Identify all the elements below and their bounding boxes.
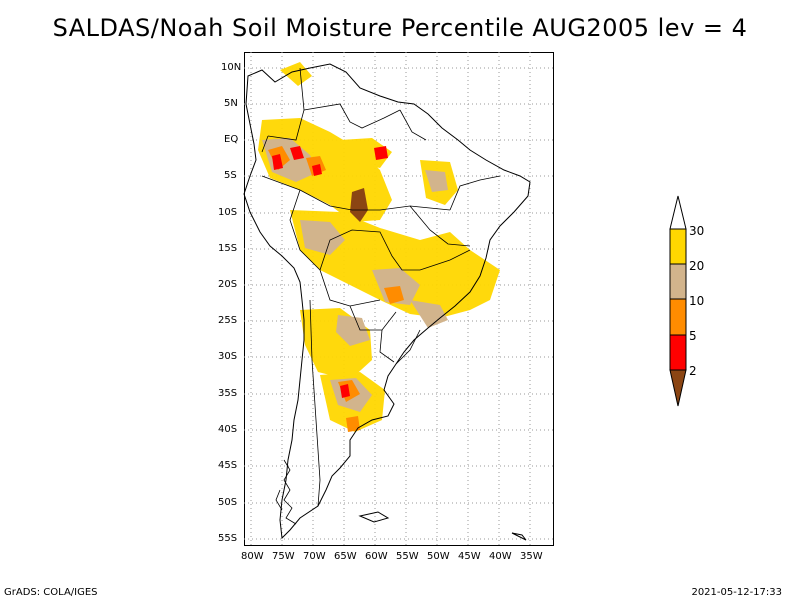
lon-tick-45w: 45W xyxy=(458,551,481,562)
lat-tick-50s: 50S xyxy=(218,497,238,508)
lat-tick-5n: 5N xyxy=(224,98,238,109)
colorbar-label-30: 30 xyxy=(689,224,705,238)
lon-tick-65w: 65W xyxy=(334,551,357,562)
lon-tick-75w: 75W xyxy=(272,551,295,562)
lat-tick-40s: 40S xyxy=(218,424,238,435)
lat-tick-15s: 15S xyxy=(218,243,238,254)
shading-20-30 xyxy=(258,62,500,432)
lon-tick-70w: 70W xyxy=(303,551,326,562)
colorbar-20-30 xyxy=(669,228,687,265)
colorbar-lt2 xyxy=(669,369,687,407)
lat-tick-45s: 45S xyxy=(218,460,238,471)
lat-tick-30s: 30S xyxy=(218,351,238,362)
colorbar-10-20 xyxy=(669,263,687,300)
lon-tick-80w: 80W xyxy=(241,551,264,562)
lat-tick-5s: 5S xyxy=(224,170,237,181)
colorbar-label-2: 2 xyxy=(689,364,697,378)
country-borders xyxy=(261,67,501,507)
lon-tick-55w: 55W xyxy=(396,551,419,562)
lat-tick-20s: 20S xyxy=(218,279,238,290)
lat-tick-55s: 55S xyxy=(218,533,238,544)
colorbar-gt30 xyxy=(669,195,687,230)
shading-2-5 xyxy=(272,146,388,398)
map-title: SALDAS/Noah Soil Moisture Percentile AUG… xyxy=(52,14,748,42)
chile-islands xyxy=(275,459,297,525)
footer-credit: GrADS: COLA/IGES xyxy=(4,587,98,598)
shading-lt2 xyxy=(350,188,368,222)
colorbar xyxy=(669,195,687,407)
lon-tick-40w: 40W xyxy=(489,551,512,562)
colorbar-2-5 xyxy=(669,334,687,371)
lon-tick-50w: 50W xyxy=(427,551,450,562)
lon-tick-35w: 35W xyxy=(520,551,543,562)
lat-tick-10s: 10S xyxy=(218,207,238,218)
lat-tick-25s: 25S xyxy=(218,315,238,326)
coastlines xyxy=(243,63,531,541)
colorbar-label-20: 20 xyxy=(689,259,705,273)
lat-tick-eq: EQ xyxy=(224,134,239,145)
lon-tick-60w: 60W xyxy=(365,551,388,562)
footer-timestamp: 2021-05-12-17:33 xyxy=(691,587,782,598)
colorbar-label-10: 10 xyxy=(689,294,705,308)
colorbar-5-10 xyxy=(669,298,687,336)
lat-tick-35s: 35S xyxy=(218,388,238,399)
lat-tick-10n: 10N xyxy=(221,62,242,73)
colorbar-label-5: 5 xyxy=(689,329,697,343)
